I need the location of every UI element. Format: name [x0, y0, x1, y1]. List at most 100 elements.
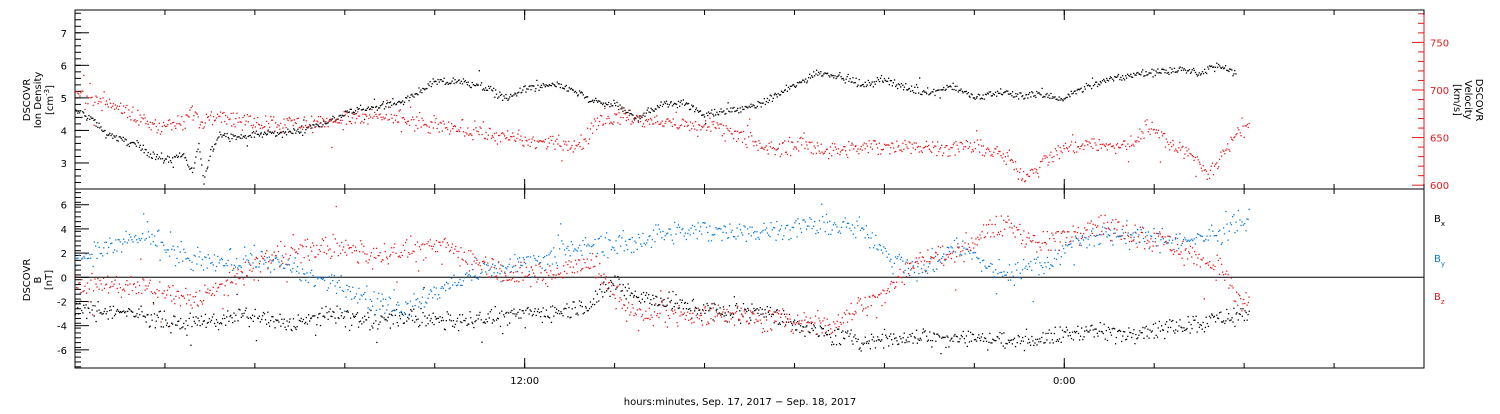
- data-point: [402, 100, 403, 101]
- data-point: [277, 132, 278, 133]
- data-point: [258, 318, 259, 319]
- data-point: [774, 94, 775, 95]
- data-point: [1075, 93, 1076, 94]
- data-point: [93, 266, 94, 267]
- data-point: [836, 78, 837, 79]
- data-point: [835, 224, 836, 225]
- data-point: [903, 337, 904, 338]
- data-point: [746, 147, 747, 148]
- data-point: [80, 92, 81, 93]
- data-point: [916, 330, 917, 331]
- data-point: [1146, 119, 1147, 120]
- data-point: [971, 258, 972, 259]
- data-point: [185, 288, 186, 289]
- data-point: [701, 233, 702, 234]
- data-point: [1125, 243, 1126, 244]
- data-point: [305, 239, 306, 240]
- data-point: [352, 287, 353, 288]
- data-point: [431, 291, 432, 292]
- data-point: [137, 281, 138, 282]
- data-point: [231, 264, 232, 265]
- data-point: [398, 305, 399, 306]
- data-point: [860, 149, 861, 150]
- data-point: [1074, 331, 1075, 332]
- data-point: [172, 122, 173, 123]
- data-point: [1193, 160, 1194, 161]
- data-point: [936, 268, 937, 269]
- data-point: [719, 111, 720, 112]
- data-point: [721, 124, 722, 125]
- data-point: [950, 86, 951, 87]
- data-point: [784, 314, 785, 315]
- data-point: [142, 233, 143, 234]
- data-point: [221, 122, 222, 123]
- data-point: [1188, 316, 1189, 317]
- data-point: [424, 244, 425, 245]
- data-point: [166, 252, 167, 253]
- data-point: [79, 282, 80, 283]
- data-point: [347, 112, 348, 113]
- data-point: [284, 124, 285, 125]
- data-point: [1003, 271, 1004, 272]
- data-point: [1038, 176, 1039, 177]
- data-point: [462, 119, 463, 120]
- series-bz: [75, 206, 1250, 335]
- data-point: [332, 234, 333, 235]
- data-point: [281, 260, 282, 261]
- data-point: [120, 287, 121, 288]
- data-point: [399, 110, 400, 111]
- data-point: [654, 241, 655, 242]
- data-point: [518, 92, 519, 93]
- data-point: [143, 118, 144, 119]
- data-point: [148, 285, 149, 286]
- data-point: [1156, 335, 1157, 336]
- data-point: [382, 294, 383, 295]
- data-point: [283, 131, 284, 132]
- data-point: [768, 312, 769, 313]
- data-point: [678, 101, 679, 102]
- data-point: [681, 100, 682, 101]
- data-point: [162, 318, 163, 319]
- data-point: [579, 90, 580, 91]
- data-point: [677, 107, 678, 108]
- data-point: [400, 318, 401, 319]
- data-point: [426, 302, 427, 303]
- data-point: [381, 119, 382, 120]
- data-point: [635, 291, 636, 292]
- data-point: [1111, 77, 1112, 78]
- data-point: [368, 118, 369, 119]
- data-point: [624, 110, 625, 111]
- data-point: [909, 88, 910, 89]
- data-point: [743, 131, 744, 132]
- data-point: [464, 135, 465, 136]
- data-point: [222, 259, 223, 260]
- data-point: [847, 223, 848, 224]
- data-point: [958, 91, 959, 92]
- data-point: [270, 320, 271, 321]
- data-point: [1045, 158, 1046, 159]
- data-point: [475, 127, 476, 128]
- data-point: [592, 133, 593, 134]
- data-point: [1237, 127, 1238, 128]
- data-point: [1100, 322, 1101, 323]
- data-point: [790, 238, 791, 239]
- data-point: [1218, 64, 1219, 65]
- data-point: [357, 302, 358, 303]
- data-point: [389, 256, 390, 257]
- data-point: [1143, 75, 1144, 76]
- data-point: [949, 251, 950, 252]
- data-point: [967, 346, 968, 347]
- data-point: [382, 259, 383, 260]
- data-point: [96, 97, 97, 98]
- data-point: [1171, 146, 1172, 147]
- data-point: [1094, 245, 1095, 246]
- data-point: [544, 141, 545, 142]
- data-point: [170, 160, 171, 161]
- data-point: [789, 88, 790, 89]
- data-point: [1048, 262, 1049, 263]
- data-point: [1200, 235, 1201, 236]
- data-point: [900, 338, 901, 339]
- data-point: [125, 107, 126, 108]
- data-point: [909, 334, 910, 335]
- data-point: [269, 127, 270, 128]
